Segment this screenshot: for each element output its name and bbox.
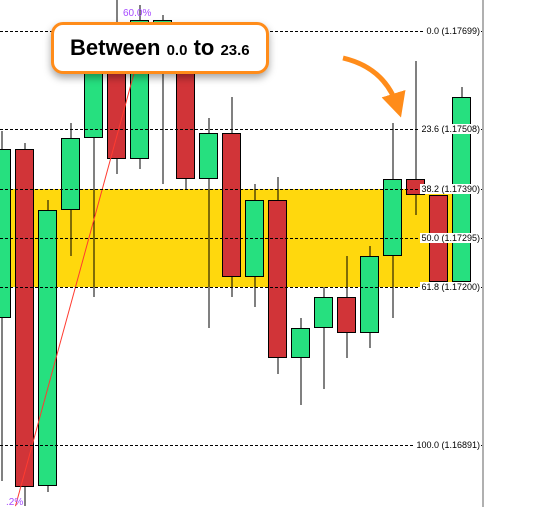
candle xyxy=(84,41,103,297)
candle xyxy=(38,200,57,492)
candle xyxy=(199,118,218,328)
fib-extension-label-bottom: .2% xyxy=(6,497,23,508)
candle xyxy=(268,177,287,374)
fib-extension-label: 60.0% xyxy=(123,8,151,19)
fib-label-0-0: 0.0 (1.17699) xyxy=(425,26,481,36)
candle xyxy=(15,143,34,506)
candle xyxy=(245,184,264,307)
candle xyxy=(61,123,80,256)
candle xyxy=(337,256,356,358)
fib-label-50-0: 50.0 (1.17295) xyxy=(420,233,481,243)
fib-label-38-2: 38.2 (1.17390) xyxy=(420,184,481,194)
candle xyxy=(383,123,402,318)
candle xyxy=(222,97,241,297)
candle xyxy=(360,246,379,348)
fib-label-23-6: 23.6 (1.17508) xyxy=(420,124,481,134)
candle xyxy=(314,287,333,389)
fib-line-100-0 xyxy=(0,445,483,446)
fib-line-61-8 xyxy=(0,287,483,288)
fib-label-100-0: 100.0 (1.16891) xyxy=(415,440,481,450)
axis-separator xyxy=(482,0,483,507)
chart-plot-area: 0.0 (1.17699) 23.6 (1.17508) 38.2 (1.17390… xyxy=(0,0,483,507)
fib-label-61-8: 61.8 (1.17200) xyxy=(420,282,481,292)
price-axis xyxy=(483,0,547,507)
candle xyxy=(0,131,11,482)
annotation-callout: Between 0.0 to 23.6 xyxy=(51,22,269,74)
candle xyxy=(429,195,448,292)
candle xyxy=(291,318,310,405)
